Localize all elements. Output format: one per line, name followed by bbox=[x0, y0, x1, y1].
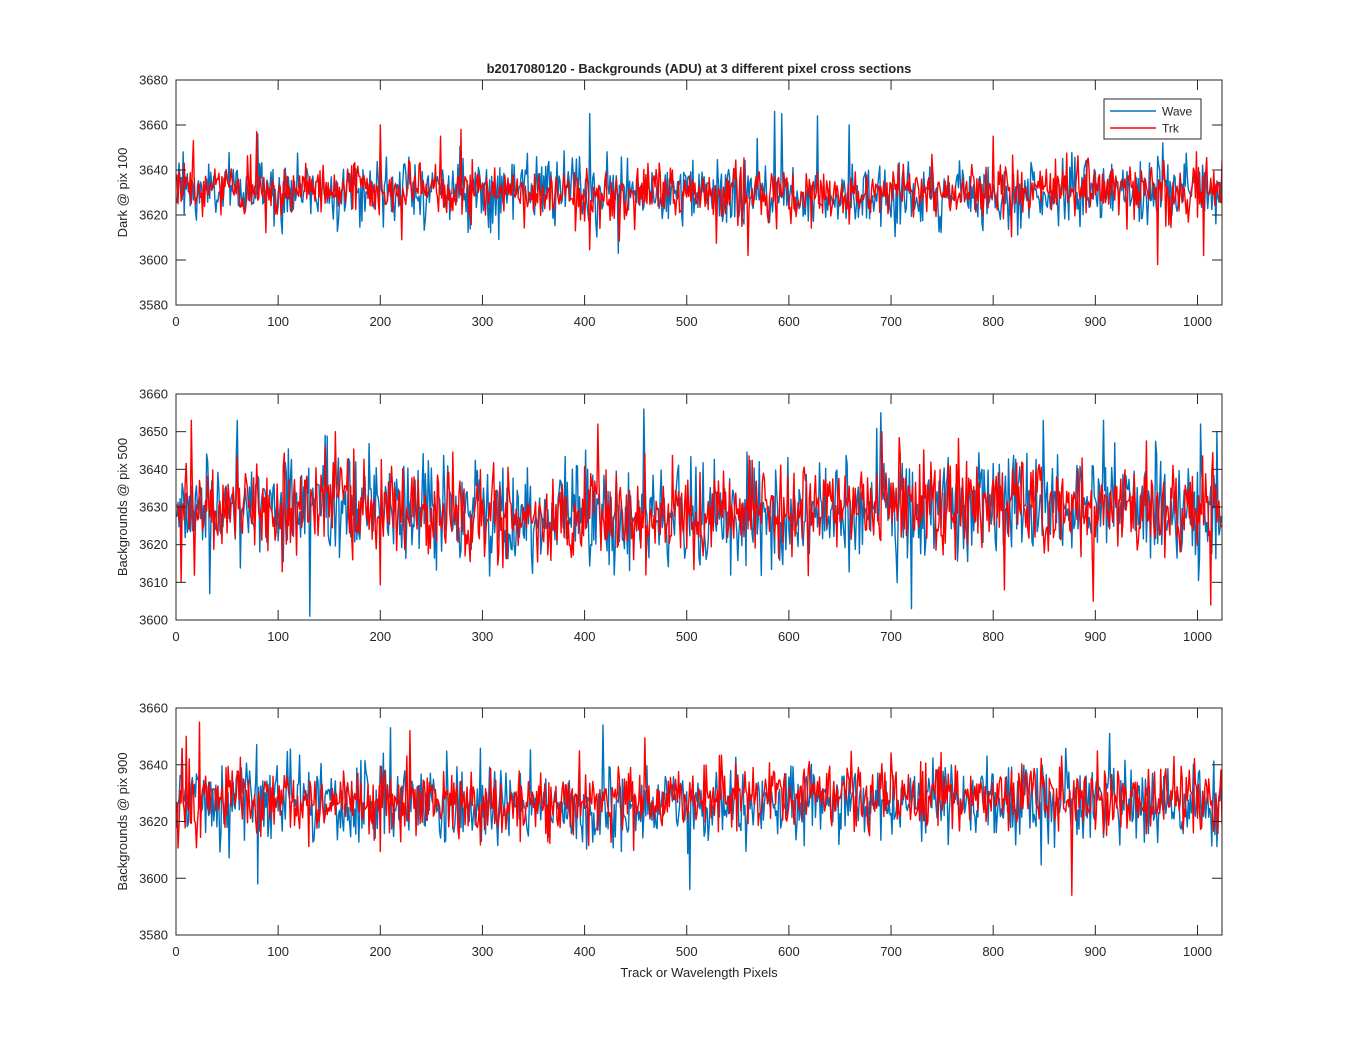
figure-title: b2017080120 - Backgrounds (ADU) at 3 dif… bbox=[487, 61, 912, 76]
x-tick-label: 300 bbox=[472, 629, 494, 644]
series-line-trk bbox=[176, 721, 1222, 896]
legend-label-wave: Wave bbox=[1162, 105, 1193, 119]
x-tick-label: 100 bbox=[267, 314, 289, 329]
y-tick-label: 3580 bbox=[139, 298, 168, 313]
y-tick-label: 3640 bbox=[139, 163, 168, 178]
x-tick-label: 800 bbox=[982, 314, 1004, 329]
x-tick-label: 600 bbox=[778, 629, 800, 644]
x-tick-label: 900 bbox=[1084, 314, 1106, 329]
x-tick-label: 600 bbox=[778, 944, 800, 959]
y-tick-label: 3610 bbox=[139, 575, 168, 590]
x-tick-label: 0 bbox=[172, 314, 179, 329]
x-tick-label: 500 bbox=[676, 944, 698, 959]
legend: Wave Trk bbox=[1103, 98, 1202, 140]
x-tick-label: 100 bbox=[267, 629, 289, 644]
axes-box bbox=[175, 79, 1223, 306]
y-tick-label: 3620 bbox=[139, 537, 168, 552]
legend-label-trk: Trk bbox=[1162, 122, 1180, 136]
x-tick-label: 400 bbox=[574, 314, 596, 329]
series-line-trk bbox=[176, 419, 1222, 606]
y-axis-label: Backgrounds @ pix 500 bbox=[115, 438, 130, 576]
y-axis-label: Dark @ pix 100 bbox=[115, 148, 130, 238]
y-tick-label: 3660 bbox=[139, 701, 168, 716]
subplot-2: 0 100 200 300 400 500 600 700 800 900 1000 3600 3610… bbox=[115, 387, 1223, 644]
legend-box bbox=[1103, 98, 1202, 140]
x-tick-label: 900 bbox=[1084, 944, 1106, 959]
series-line-wave bbox=[176, 724, 1222, 891]
x-tick-label: 400 bbox=[574, 629, 596, 644]
x-tick-label: 500 bbox=[676, 314, 698, 329]
x-axis-label: Track or Wavelength Pixels bbox=[620, 965, 778, 980]
series-line-trk bbox=[176, 124, 1222, 266]
x-tick-label: 800 bbox=[982, 629, 1004, 644]
x-tick-label: 900 bbox=[1084, 629, 1106, 644]
subplot-1: 0 100 200 300 400 500 600 700 800 900 1000 3580 3600… bbox=[115, 73, 1223, 329]
y-tick-label: 3600 bbox=[139, 613, 168, 628]
x-tick-label: 1000 bbox=[1183, 944, 1212, 959]
x-tick-label: 700 bbox=[880, 629, 902, 644]
x-tick-label: 100 bbox=[267, 944, 289, 959]
x-tick-label: 700 bbox=[880, 944, 902, 959]
x-tick-label: 500 bbox=[676, 629, 698, 644]
x-tick-label: 400 bbox=[574, 944, 596, 959]
subplot-3: 0 100 200 300 400 500 600 700 800 900 1000 3580 3600… bbox=[115, 701, 1223, 980]
x-tick-label: 600 bbox=[778, 314, 800, 329]
subplot-grid: 0 100 200 300 400 500 600 700 800 900 100035803600… bbox=[115, 73, 1223, 980]
y-tick-label: 3620 bbox=[139, 208, 168, 223]
x-tick-label: 800 bbox=[982, 944, 1004, 959]
x-tick-label: 200 bbox=[369, 314, 391, 329]
x-tick-label: 1000 bbox=[1183, 314, 1212, 329]
x-tick-label: 200 bbox=[369, 629, 391, 644]
x-tick-label: 1000 bbox=[1183, 629, 1212, 644]
y-tick-label: 3620 bbox=[139, 814, 168, 829]
x-tick-label: 700 bbox=[880, 314, 902, 329]
x-tick-label: 0 bbox=[172, 629, 179, 644]
y-axis-label: Backgrounds @ pix 900 bbox=[115, 752, 130, 890]
y-tick-label: 3580 bbox=[139, 928, 168, 943]
y-tick-label: 3600 bbox=[139, 871, 168, 886]
x-tick-label: 200 bbox=[369, 944, 391, 959]
y-tick-label: 3630 bbox=[139, 500, 168, 515]
y-tick-label: 3600 bbox=[139, 253, 168, 268]
y-tick-label: 3640 bbox=[139, 757, 168, 772]
y-tick-label: 3650 bbox=[139, 424, 168, 439]
y-tick-label: 3660 bbox=[139, 387, 168, 402]
x-tick-label: 300 bbox=[472, 314, 494, 329]
x-tick-label: 300 bbox=[472, 944, 494, 959]
x-tick-label: 0 bbox=[172, 944, 179, 959]
y-tick-label: 3680 bbox=[139, 73, 168, 88]
y-tick-label: 3640 bbox=[139, 462, 168, 477]
y-tick-label: 3660 bbox=[139, 118, 168, 133]
